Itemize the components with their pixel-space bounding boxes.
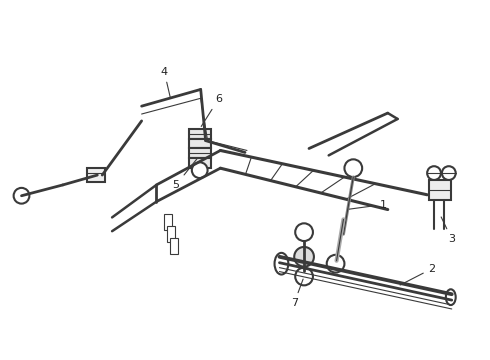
- Bar: [189, 158, 211, 168]
- Text: 4: 4: [161, 67, 171, 99]
- Ellipse shape: [274, 253, 288, 275]
- Bar: [170, 238, 178, 254]
- Text: 2: 2: [400, 264, 436, 285]
- Circle shape: [427, 166, 441, 180]
- Circle shape: [344, 159, 362, 177]
- Circle shape: [14, 188, 29, 204]
- Text: 6: 6: [201, 94, 222, 126]
- Bar: [429, 180, 451, 200]
- Circle shape: [295, 223, 313, 241]
- Bar: [189, 148, 211, 158]
- Text: 1: 1: [349, 199, 386, 210]
- Text: 3: 3: [441, 217, 455, 244]
- Text: 5: 5: [172, 158, 198, 190]
- Circle shape: [327, 255, 344, 273]
- Circle shape: [295, 267, 313, 285]
- Circle shape: [294, 247, 314, 267]
- Bar: [189, 129, 211, 139]
- Circle shape: [442, 166, 456, 180]
- Bar: [167, 226, 175, 242]
- Bar: [189, 139, 211, 148]
- Circle shape: [192, 162, 208, 178]
- Bar: [88, 168, 105, 182]
- Bar: [164, 215, 172, 230]
- Ellipse shape: [446, 289, 456, 305]
- Text: 7: 7: [291, 279, 303, 308]
